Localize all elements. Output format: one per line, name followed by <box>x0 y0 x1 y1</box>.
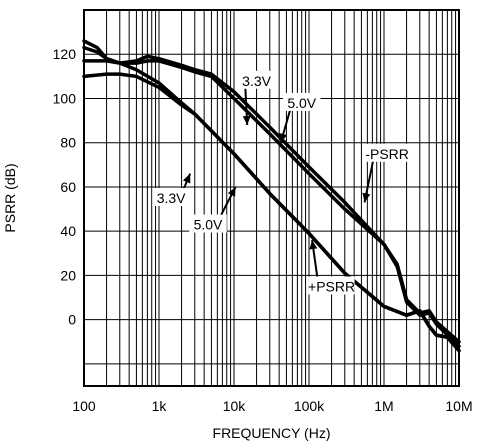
y-tick-label: 80 <box>60 135 76 151</box>
x-tick-label: 100k <box>294 398 325 414</box>
x-tick-label: 100 <box>72 398 96 414</box>
annotation-label: 5.0V <box>194 217 223 233</box>
annotation-arrowhead <box>242 115 251 126</box>
annotation-arrowhead <box>182 173 191 184</box>
annotation-label: 3.3V <box>157 190 186 206</box>
annotation-arrowhead <box>309 240 318 250</box>
annotation-label: 3.3V <box>242 73 271 89</box>
annotation-label: +PSRR <box>308 278 355 294</box>
y-tick-label: 0 <box>68 312 76 328</box>
x-tick-label: 10M <box>445 398 472 414</box>
x-tick-label: 10k <box>223 398 247 414</box>
annotation-label: 5.0V <box>287 95 316 111</box>
annotation-arrowhead <box>227 186 236 197</box>
y-tick-label: 20 <box>60 267 76 283</box>
annotation-label-bg <box>189 214 227 233</box>
x-axis-label: FREQUENCY (Hz) <box>213 425 331 441</box>
annotation-label-bg <box>237 70 276 89</box>
annotations: 3.3V 5.0V -PSRR 3.3V 5.0V +PSRR <box>152 70 411 295</box>
tick-labels: 100 1k 10k 100k 1M 10M 120 100 80 60 40 20 0 <box>53 46 473 414</box>
y-tick-label: 120 <box>53 46 77 62</box>
y-axis-label: PSRR (dB) <box>2 163 18 232</box>
y-tick-label: 60 <box>60 179 76 195</box>
data-curves <box>82 39 461 353</box>
series-line-PSRR-50V <box>82 39 461 344</box>
annotation-arrowhead <box>362 192 371 203</box>
annotation-label-bg <box>282 92 321 111</box>
x-tick-label: 1M <box>374 398 393 414</box>
annotation-label-bg <box>308 276 355 295</box>
annotation-label-bg <box>364 143 411 162</box>
y-tick-label: 100 <box>53 90 77 106</box>
annotation-arrowhead <box>279 132 288 143</box>
annotation-label: -PSRR <box>365 146 409 162</box>
series-line-PSRR-33V <box>82 72 461 353</box>
annotation-label-bg <box>152 188 190 206</box>
series-line-PSRR-50V <box>82 59 461 353</box>
y-tick-label: 40 <box>60 223 76 239</box>
grid <box>83 9 459 386</box>
x-tick-label: 1k <box>152 398 168 414</box>
plot-frame <box>83 9 460 387</box>
